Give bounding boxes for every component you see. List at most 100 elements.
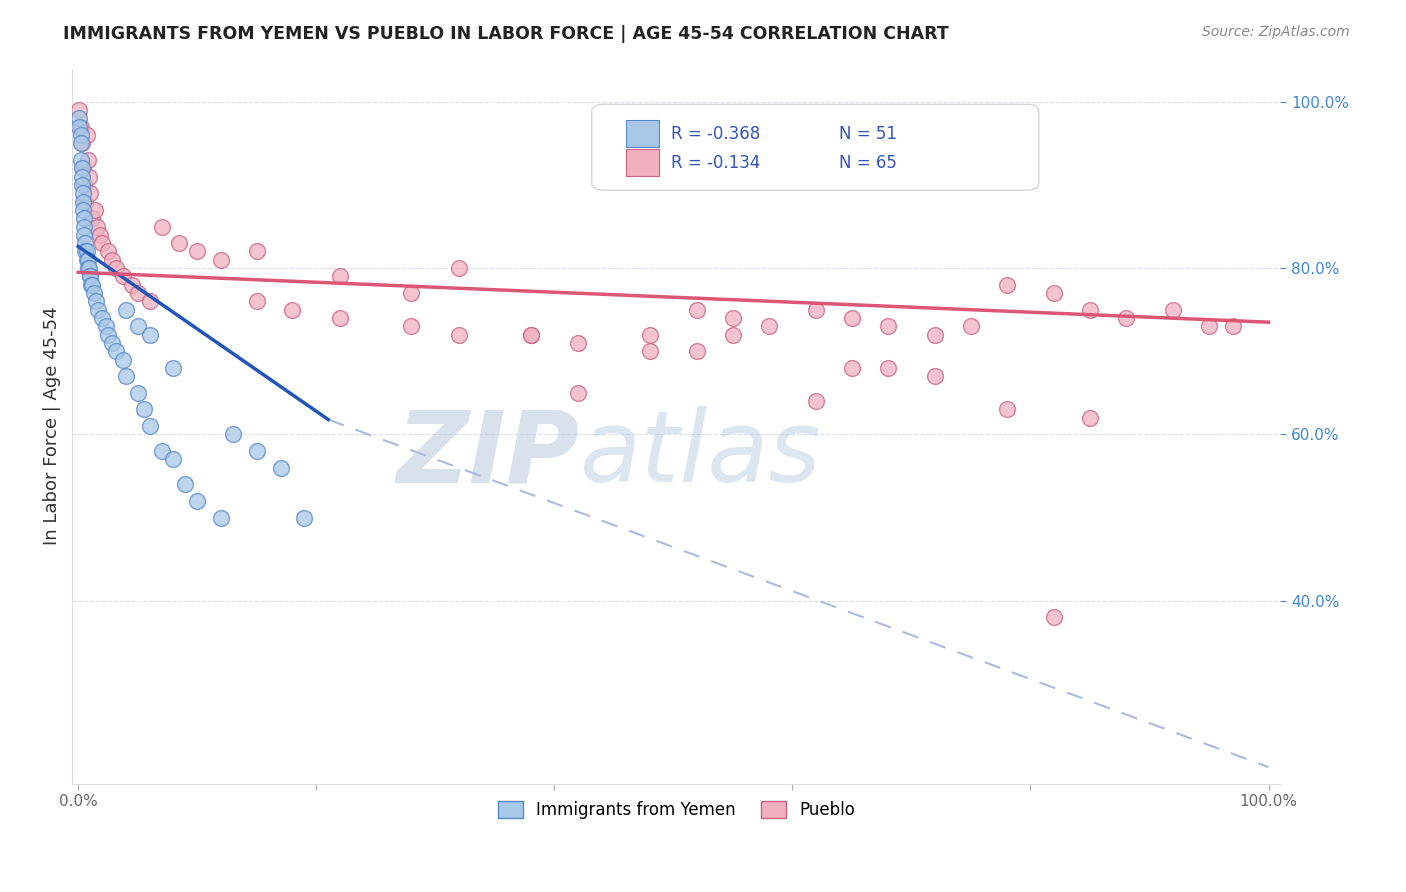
Point: [75, 194, 97, 209]
Point: [87, 302, 110, 317]
Point: [1078, 302, 1101, 317]
Point: [76, 128, 98, 142]
Point: [186, 244, 208, 259]
Point: [83, 202, 105, 217]
Text: N = 51: N = 51: [839, 125, 897, 144]
Point: [72, 161, 94, 176]
Point: [138, 419, 160, 434]
Point: [567, 335, 589, 350]
Point: [638, 344, 661, 359]
Point: [841, 360, 863, 375]
Point: [150, 444, 173, 458]
Point: [91, 311, 114, 326]
Point: [76, 261, 98, 276]
Point: [186, 494, 208, 508]
Point: [77, 261, 100, 276]
Text: atlas: atlas: [579, 406, 821, 503]
Point: [162, 452, 184, 467]
Point: [69, 120, 91, 134]
Point: [114, 369, 136, 384]
Point: [449, 261, 471, 276]
Point: [174, 477, 197, 491]
Point: [121, 277, 143, 292]
Point: [804, 394, 827, 409]
Point: [519, 327, 541, 342]
Point: [567, 385, 589, 400]
Point: [89, 227, 111, 242]
Point: [86, 219, 108, 234]
Point: [401, 286, 423, 301]
Point: [97, 327, 120, 342]
Point: [270, 460, 292, 475]
Point: [138, 327, 160, 342]
Text: N = 65: N = 65: [839, 154, 897, 172]
Point: [876, 360, 898, 375]
Point: [127, 319, 149, 334]
Legend: Immigrants from Yemen, Pueblo: Immigrants from Yemen, Pueblo: [491, 794, 862, 825]
Point: [292, 510, 315, 524]
Point: [70, 178, 93, 192]
Point: [69, 153, 91, 167]
Point: [79, 269, 101, 284]
Point: [100, 252, 122, 267]
Point: [84, 294, 107, 309]
Point: [67, 112, 90, 126]
Point: [1043, 610, 1066, 624]
Point: [686, 302, 709, 317]
Point: [401, 319, 423, 334]
Point: [76, 252, 98, 267]
Point: [138, 294, 160, 309]
Point: [1222, 319, 1244, 334]
Point: [76, 153, 98, 167]
Point: [72, 194, 94, 209]
Text: Source: ZipAtlas.com: Source: ZipAtlas.com: [1202, 25, 1350, 39]
Point: [246, 294, 269, 309]
Point: [329, 269, 352, 284]
Point: [924, 369, 946, 384]
Point: [246, 244, 269, 259]
Point: [1115, 311, 1137, 326]
Point: [105, 261, 128, 276]
Point: [686, 344, 709, 359]
Point: [995, 402, 1018, 417]
Point: [77, 169, 100, 184]
Point: [79, 269, 101, 284]
Point: [1043, 286, 1066, 301]
Point: [329, 311, 352, 326]
Bar: [626, 149, 659, 176]
Point: [67, 103, 90, 117]
Point: [70, 136, 93, 151]
Point: [519, 327, 541, 342]
Point: [73, 211, 96, 226]
Point: [638, 327, 661, 342]
Point: [67, 120, 90, 134]
Point: [132, 402, 155, 417]
Point: [100, 335, 122, 350]
Point: [960, 319, 983, 334]
FancyBboxPatch shape: [592, 104, 1039, 190]
Point: [97, 244, 120, 259]
Point: [1078, 410, 1101, 425]
Point: [876, 319, 898, 334]
Y-axis label: In Labor Force | Age 45-54: In Labor Force | Age 45-54: [44, 307, 60, 545]
Point: [222, 427, 245, 442]
Point: [80, 277, 103, 292]
Point: [1198, 319, 1220, 334]
Point: [76, 244, 98, 259]
Point: [69, 128, 91, 142]
Point: [75, 236, 97, 251]
Point: [75, 244, 97, 259]
Point: [91, 236, 114, 251]
Point: [169, 236, 191, 251]
Point: [83, 286, 105, 301]
Point: [114, 302, 136, 317]
Point: [150, 219, 173, 234]
Text: R = -0.368: R = -0.368: [672, 125, 761, 144]
Point: [209, 252, 232, 267]
Point: [94, 319, 117, 334]
Point: [76, 252, 98, 267]
Point: [112, 352, 135, 367]
Point: [73, 219, 96, 234]
Point: [924, 327, 946, 342]
Point: [105, 344, 128, 359]
